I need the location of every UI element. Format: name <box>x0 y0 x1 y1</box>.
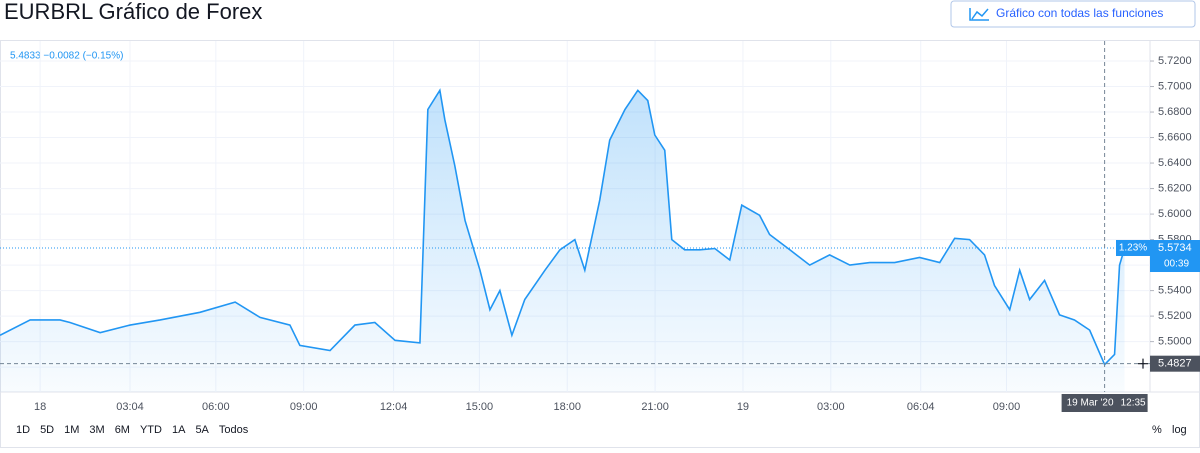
crosshair-price-badge <box>1150 355 1200 372</box>
y-tick-label: 5.6600 <box>1158 131 1192 143</box>
y-tick-label: 5.5200 <box>1158 310 1192 322</box>
crosshair-date: 19 Mar '20 <box>1067 398 1114 409</box>
crosshair-plus <box>1138 358 1148 369</box>
y-tick-label: 5.6000 <box>1158 208 1192 220</box>
crosshair-price-label: 5.4827 <box>1158 358 1192 370</box>
y-tick-label: 5.6400 <box>1158 157 1192 169</box>
y-tick-label: 5.5400 <box>1158 285 1192 297</box>
x-tick-label: 03:04 <box>116 401 144 413</box>
full-chart-button[interactable] <box>950 0 1196 28</box>
countdown-label: 00:39 <box>1164 259 1189 270</box>
y-tick-label: 5.7200 <box>1158 55 1192 67</box>
x-tick-label: 06:00 <box>202 401 230 413</box>
x-tick-label: 06:04 <box>907 401 935 413</box>
range-button[interactable]: 6M <box>115 424 130 436</box>
x-tick-label: 12:04 <box>380 401 408 413</box>
full-chart-button-label: Gráfico con todas las funciones <box>996 6 1163 20</box>
range-button[interactable]: YTD <box>140 424 162 436</box>
last-price-badge <box>1150 240 1200 257</box>
range-button[interactable]: 1D <box>16 424 30 436</box>
x-tick-label: 18 <box>34 401 46 413</box>
y-tick-label: 5.7000 <box>1158 80 1192 92</box>
x-tick-label: 21:00 <box>641 401 669 413</box>
range-button[interactable]: Todos <box>219 424 249 436</box>
range-button[interactable]: 5A <box>195 424 209 436</box>
range-button[interactable]: 3M <box>89 424 104 436</box>
legend-text: 5.4833 −0.0082 (−0.15%) <box>10 51 123 62</box>
countdown-badge <box>1150 256 1200 273</box>
crosshair-time: 12:35 <box>1121 398 1146 409</box>
area <box>0 90 1125 392</box>
x-tick-label: 09:00 <box>993 401 1021 413</box>
line <box>0 88 1126 366</box>
y-tick-label: 5.5000 <box>1158 336 1192 348</box>
page-title: EURBRL Gráfico de Forex <box>4 0 262 24</box>
change-label: 1.23% <box>1119 243 1147 254</box>
chart-icon <box>969 8 989 21</box>
x-tick-label: 18:00 <box>553 401 581 413</box>
range-button[interactable]: 1A <box>172 424 186 436</box>
x-tick-label: 19 <box>737 401 749 413</box>
x-tick-label: 15:00 <box>466 401 494 413</box>
option-button[interactable]: % <box>1152 424 1162 436</box>
range-button[interactable]: 5D <box>40 424 54 436</box>
y-tick-label: 5.6200 <box>1158 182 1192 194</box>
last-price-label: 5.5734 <box>1158 242 1192 254</box>
x-tick-label: 03:00 <box>817 401 845 413</box>
change-badge <box>1116 240 1150 257</box>
y-tick-label: 5.6800 <box>1158 106 1192 118</box>
x-tick-label: 09:00 <box>290 401 318 413</box>
crosshair-time-badge <box>1061 394 1148 412</box>
option-button[interactable]: log <box>1172 424 1187 436</box>
range-button[interactable]: 1M <box>64 424 79 436</box>
